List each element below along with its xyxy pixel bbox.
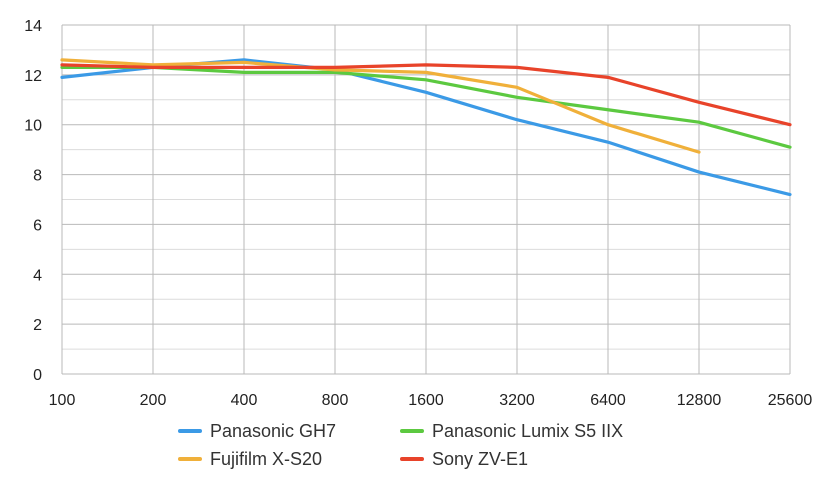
legend-item-panasonic-gh7: Panasonic GH7 — [178, 418, 336, 444]
y-tick-label: 0 — [33, 367, 42, 384]
x-tick-label: 12800 — [677, 392, 722, 409]
x-tick-label: 800 — [322, 392, 349, 409]
legend-item-sony-zv-e1: Sony ZV-E1 — [400, 446, 528, 472]
series-line-fujifilm-x-s20 — [60, 58, 701, 154]
y-tick-label: 10 — [24, 118, 42, 135]
x-tick-label: 25600 — [768, 392, 813, 409]
legend-label: Sony ZV-E1 — [432, 448, 529, 469]
y-tick-label: 6 — [33, 217, 42, 234]
legend-item-fujifilm-x-s20: Fujifilm X-S20 — [178, 446, 322, 472]
y-tick-label: 8 — [33, 168, 42, 185]
legend-swatch — [178, 429, 202, 433]
x-tick-label: 1600 — [408, 392, 444, 409]
x-tick-label: 6400 — [590, 392, 626, 409]
legend-label: Panasonic GH7 — [210, 420, 337, 441]
x-tick-label: 3200 — [499, 392, 535, 409]
chart-grid — [61, 24, 791, 375]
x-tick-label: 400 — [231, 392, 258, 409]
legend-swatch — [400, 429, 424, 433]
chart-legend: Panasonic GH7 Panasonic Lumix S5 IIX Fuj… — [0, 418, 834, 478]
y-tick-label: 4 — [33, 267, 42, 284]
y-tick-label: 12 — [24, 68, 42, 85]
x-tick-label: 200 — [140, 392, 167, 409]
x-axis-ticks: 100 200 400 800 1600 3200 6400 12800 25600 — [49, 392, 813, 409]
series-line-sony-zv-e1 — [60, 63, 792, 127]
legend-item-panasonic-lumix-s5-iix: Panasonic Lumix S5 IIX — [400, 418, 623, 444]
y-tick-label: 2 — [33, 317, 42, 334]
legend-label: Panasonic Lumix S5 IIX — [432, 420, 624, 441]
y-axis-ticks: 0 2 4 6 8 10 12 14 — [24, 18, 42, 384]
y-tick-label: 14 — [24, 18, 42, 35]
series-line-panasonic-lumix-s5-iix — [60, 65, 792, 149]
x-tick-label: 100 — [49, 392, 76, 409]
legend-label: Fujifilm X-S20 — [210, 448, 323, 469]
chart-series — [60, 58, 792, 197]
legend-swatch — [400, 457, 424, 461]
legend-swatch — [178, 457, 202, 461]
